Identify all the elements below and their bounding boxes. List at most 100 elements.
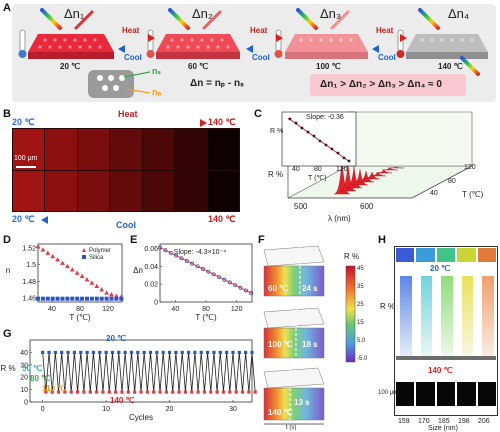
light-arrow-icon (40, 8, 480, 76)
high-point (250, 350, 254, 354)
x-axis-label: Cycles (129, 413, 153, 422)
polymer-point (99, 286, 105, 292)
x-tick-label: 80 (202, 306, 210, 313)
g-label-80c: 80 ℃ (30, 374, 51, 383)
low-point (221, 390, 226, 394)
low-point (228, 390, 232, 394)
silica-point (104, 296, 109, 301)
h-cold-label: 20 ℃ (430, 264, 451, 273)
high-point (218, 350, 222, 354)
state-1-temp: 20 ℃ (60, 62, 81, 71)
x-tick-label: 30 (229, 406, 237, 413)
high-point (225, 350, 229, 354)
high-point (193, 350, 197, 354)
y-tick-label: 0 (24, 400, 28, 407)
low-point (107, 390, 111, 394)
polymer-point (65, 263, 70, 269)
silica-point (55, 296, 60, 301)
y-tick-label: 1.5 (26, 262, 36, 269)
delta-n-point (200, 267, 205, 271)
x-axis-label: T (℃) (69, 313, 91, 322)
h-hot-label: 140 ℃ (428, 366, 453, 375)
f-cbar-tick-15: 15 (357, 320, 364, 326)
high-point (91, 350, 96, 354)
c-inset-xtick-3: 120 (336, 166, 348, 173)
high-point (142, 350, 146, 354)
cool-label-2: Cool (252, 53, 270, 62)
f-block-60-time: 24 s (302, 284, 318, 293)
y-tick-label: 20 (20, 375, 28, 382)
polymer-point (69, 267, 75, 272)
state-2-label: Δn₂ (192, 6, 213, 21)
c-ylabel: R % (268, 170, 284, 179)
g-label-140c: 140 ℃ (110, 396, 135, 405)
low-point (50, 390, 54, 394)
x-tick-label: 0 (41, 406, 45, 413)
delta-n-point (168, 250, 173, 255)
state-3-label: Δn₃ (320, 6, 342, 21)
b-right-temp-top: 140 ℃ (208, 117, 236, 127)
y-tick-label: 10 (20, 387, 28, 394)
fit-line (159, 247, 252, 294)
y-axis-label: Δn (133, 266, 143, 275)
silica-point (94, 296, 99, 301)
high-point (212, 350, 216, 354)
low-point (88, 390, 92, 394)
c-zlabel: T (℃) (462, 190, 484, 199)
b-left-temp-bottom: 20 ℃ (12, 214, 35, 224)
low-point (69, 390, 73, 394)
delta-n-formula: Δn = nₚ - nₛ (190, 78, 244, 89)
b-cool-label: Cool (116, 220, 136, 230)
c-xtick-2: 600 (360, 202, 374, 211)
delta-n-point (206, 269, 211, 274)
delta-n-point (179, 256, 184, 261)
cool-label-1: Cool (124, 53, 142, 62)
low-point (253, 390, 257, 394)
polymer-point (79, 273, 85, 279)
h-size-2: 170 (418, 418, 430, 425)
high-point (85, 350, 89, 354)
b-right-temp-bottom: 140 ℃ (208, 214, 236, 224)
high-point (199, 350, 203, 354)
delta-n-point (184, 259, 189, 263)
np-label: nₚ (152, 87, 162, 97)
h-bar-2 (420, 276, 433, 356)
h-frame (394, 246, 498, 416)
chart-d: 40 80 120 1.46 1.48 1.5 1.52 T (℃) n PolymerSilic… (6, 243, 124, 322)
high-point (98, 350, 102, 354)
low-point (171, 390, 175, 394)
legend-silica-marker (82, 255, 86, 259)
x-axis-label: T (℃) (195, 313, 217, 322)
chart-g: 0 10 20 30 0 10 20 30 40 Cycles R % (0, 339, 257, 422)
x-tick-label: 80 (76, 306, 84, 313)
silica-point (36, 296, 40, 301)
h-bars (400, 276, 494, 356)
f-block-140-temp: 140 ℃ (268, 408, 293, 417)
panel-e: E 40 80 120 0 0.02 0.04 0.06 T (℃) Δn Slope: -4.3… (130, 232, 258, 328)
delta-n-point (217, 275, 221, 279)
panel-g: G 0 10 20 30 0 10 20 30 40 Cycles R % 20 ℃ 50 ℃ 80… (0, 328, 258, 432)
low-point (82, 390, 86, 394)
h-swatches (396, 248, 497, 262)
high-point (244, 350, 248, 354)
low-point (95, 390, 99, 394)
high-point (180, 350, 184, 354)
y-tick-label: 0.06 (144, 246, 158, 253)
low-point (247, 390, 251, 394)
heat-label-2: Heat (250, 26, 268, 35)
c-inset-xlabel: T (℃) (308, 175, 327, 182)
low-point (101, 390, 105, 394)
f-block-140-time: 13 s (294, 398, 310, 407)
state-1-label: Δn₁ (64, 6, 85, 21)
silica-point (40, 296, 45, 301)
y-tick-label: 40 (20, 350, 28, 357)
h-dark-strip (396, 382, 497, 406)
f-block-100 (263, 307, 325, 359)
y-tick-label: 30 (20, 362, 28, 369)
state-2-film (156, 34, 240, 59)
state-4-temp: 140 ℃ (438, 62, 463, 71)
silica-point (114, 296, 119, 301)
high-point (123, 350, 127, 354)
delta-n-point (238, 285, 243, 290)
polymer-point (74, 270, 80, 275)
